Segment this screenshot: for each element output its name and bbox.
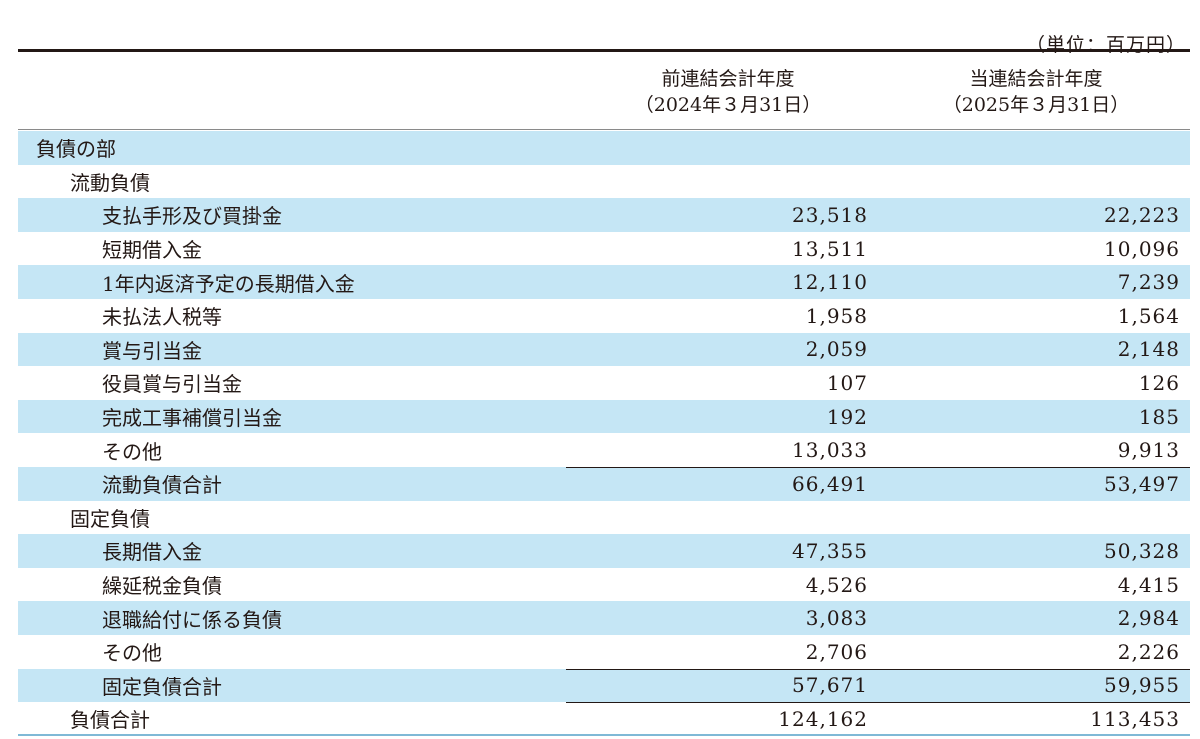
header-rule bbox=[18, 129, 1190, 130]
subtotal-row: 流動負債合計 66,491 53,497 bbox=[18, 466, 1190, 501]
value-curr: 4,415 bbox=[1117, 572, 1180, 597]
value-prev: 13,033 bbox=[792, 438, 868, 463]
value-prev: 192 bbox=[826, 404, 868, 429]
value-prev: 13,511 bbox=[792, 236, 868, 261]
value-prev: 2,059 bbox=[805, 337, 868, 362]
value-prev: 1,958 bbox=[805, 303, 868, 328]
row-label: 1年内返済予定の長期借入金 bbox=[102, 271, 355, 296]
table-row: 繰延税金負債 4,526 4,415 bbox=[18, 568, 1190, 602]
row-label: 未払法人税等 bbox=[102, 305, 222, 330]
bottom-rule bbox=[18, 734, 1190, 736]
column-header-curr: 当連結会計年度 （2025年３月31日） bbox=[886, 66, 1186, 118]
value-curr: 126 bbox=[1138, 370, 1180, 395]
table-row: 支払手形及び買掛金 23,518 22,223 bbox=[18, 198, 1190, 232]
value-prev: 124,162 bbox=[778, 706, 868, 731]
row-label: 退職給付に係る負債 bbox=[102, 607, 282, 632]
table-row: 1年内返済予定の長期借入金 12,110 7,239 bbox=[18, 265, 1190, 299]
table-body: 負債の部 流動負債 支払手形及び買掛金 23,518 22,223 短期借入金 … bbox=[18, 131, 1190, 736]
value-prev: 66,491 bbox=[792, 471, 868, 496]
column-date-curr: （2025年３月31日） bbox=[942, 94, 1130, 116]
table-row: 固定負債 bbox=[18, 501, 1190, 535]
value-curr: 7,239 bbox=[1117, 270, 1180, 295]
row-label: 短期借入金 bbox=[102, 238, 202, 263]
table-row: 完成工事補償引当金 192 185 bbox=[18, 399, 1190, 434]
table-row: 未払法人税等 1,958 1,564 bbox=[18, 299, 1190, 333]
row-label: 流動負債合計 bbox=[102, 473, 222, 498]
column-header-prev: 前連結会計年度 （2024年３月31日） bbox=[578, 66, 878, 118]
row-label: 賞与引当金 bbox=[102, 338, 202, 363]
subtotal-row: 固定負債合計 57,671 59,955 bbox=[18, 668, 1190, 703]
top-rule bbox=[18, 49, 1190, 52]
table-row: 長期借入金 47,355 50,328 bbox=[18, 534, 1190, 568]
row-label: その他 bbox=[102, 439, 162, 464]
row-label: 固定負債 bbox=[70, 506, 150, 531]
row-label: 長期借入金 bbox=[102, 540, 202, 565]
table-row: 退職給付に係る負債 3,083 2,984 bbox=[18, 601, 1190, 635]
value-curr: 185 bbox=[1138, 404, 1180, 429]
row-label: 役員賞与引当金 bbox=[102, 372, 242, 397]
table-row: 役員賞与引当金 107 126 bbox=[18, 366, 1190, 400]
value-curr: 2,226 bbox=[1117, 639, 1180, 664]
row-label: 流動負債 bbox=[70, 170, 150, 195]
table-row: 流動負債 bbox=[18, 165, 1190, 199]
column-title-curr: 当連結会計年度 bbox=[969, 68, 1103, 90]
value-prev: 107 bbox=[826, 370, 868, 395]
value-curr: 59,955 bbox=[1104, 673, 1180, 698]
unit-label: （単位：百万円） bbox=[1025, 34, 1186, 56]
column-date-prev: （2024年３月31日） bbox=[634, 94, 822, 116]
value-curr: 2,148 bbox=[1117, 337, 1180, 362]
row-label: 繰延税金負債 bbox=[102, 574, 222, 599]
value-prev: 12,110 bbox=[792, 270, 868, 295]
table-row: 賞与引当金 2,059 2,148 bbox=[18, 332, 1190, 367]
row-label: その他 bbox=[102, 641, 162, 666]
value-curr: 113,453 bbox=[1090, 706, 1180, 731]
table-row: 負債の部 bbox=[18, 131, 1190, 165]
value-curr: 1,564 bbox=[1117, 303, 1180, 328]
row-label: 支払手形及び買掛金 bbox=[102, 204, 282, 229]
row-label: 負債合計 bbox=[70, 708, 150, 733]
value-prev: 47,355 bbox=[792, 538, 868, 563]
table-row: 短期借入金 13,511 10,096 bbox=[18, 232, 1190, 266]
value-prev: 4,526 bbox=[805, 572, 868, 597]
value-curr: 22,223 bbox=[1104, 202, 1180, 227]
table-row: その他 13,033 9,913 bbox=[18, 433, 1190, 467]
value-prev: 23,518 bbox=[792, 202, 868, 227]
row-label: 完成工事補償引当金 bbox=[102, 406, 282, 431]
value-prev: 3,083 bbox=[805, 606, 868, 631]
column-title-prev: 前連結会計年度 bbox=[661, 68, 795, 90]
value-prev: 2,706 bbox=[805, 639, 868, 664]
value-curr: 2,984 bbox=[1117, 606, 1180, 631]
value-curr: 10,096 bbox=[1104, 236, 1180, 261]
value-curr: 50,328 bbox=[1104, 538, 1180, 563]
value-prev: 57,671 bbox=[792, 673, 868, 698]
row-label: 固定負債合計 bbox=[102, 674, 222, 699]
row-label: 負債の部 bbox=[36, 137, 116, 162]
value-curr: 9,913 bbox=[1117, 438, 1180, 463]
table-row: その他 2,706 2,226 bbox=[18, 635, 1190, 669]
value-curr: 53,497 bbox=[1104, 471, 1180, 496]
total-row: 負債合計 124,162 113,453 bbox=[18, 702, 1190, 736]
